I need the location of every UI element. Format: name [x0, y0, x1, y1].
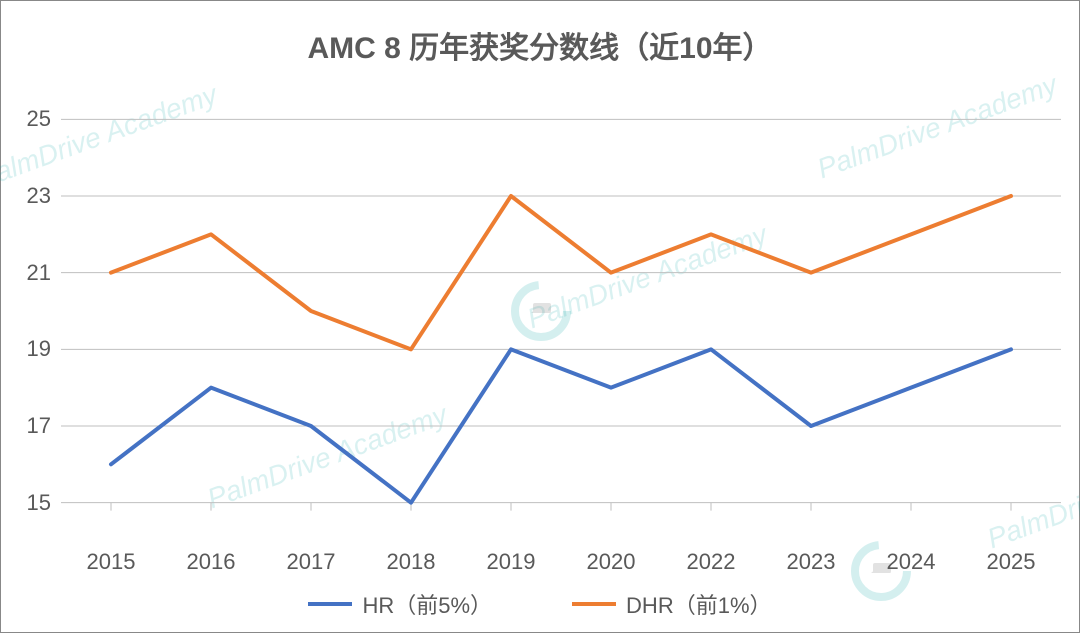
x-tick-label: 2019 — [487, 549, 536, 575]
y-tick-label: 25 — [11, 106, 51, 132]
legend-swatch — [308, 602, 352, 606]
y-tick-label: 23 — [11, 183, 51, 209]
y-tick-label: 17 — [11, 413, 51, 439]
legend-label: HR（前5%） — [362, 588, 492, 620]
chart-title: AMC 8 历年获奖分数线（近10年） — [1, 23, 1079, 67]
x-tick-label: 2022 — [687, 549, 736, 575]
x-tick-label: 2020 — [587, 549, 636, 575]
y-tick-label: 15 — [11, 490, 51, 516]
x-tick-label: 2023 — [787, 549, 836, 575]
legend-swatch — [572, 602, 616, 606]
y-tick-label: 21 — [11, 260, 51, 286]
legend: HR（前5%） DHR（前1%） — [1, 588, 1079, 620]
legend-item: HR（前5%） — [308, 588, 492, 620]
x-tick-label: 2015 — [87, 549, 136, 575]
x-tick-label: 2018 — [387, 549, 436, 575]
y-tick-label: 19 — [11, 336, 51, 362]
x-tick-label: 2024 — [887, 549, 936, 575]
legend-label: DHR（前1%） — [626, 588, 771, 620]
plot-area — [61, 81, 1061, 541]
legend-item: DHR（前1%） — [572, 588, 771, 620]
x-tick-label: 2016 — [187, 549, 236, 575]
x-tick-label: 2017 — [287, 549, 336, 575]
x-tick-label: 2025 — [987, 549, 1036, 575]
chart-container: PalmDrive Academy PalmDrive Academy Palm… — [0, 0, 1080, 633]
